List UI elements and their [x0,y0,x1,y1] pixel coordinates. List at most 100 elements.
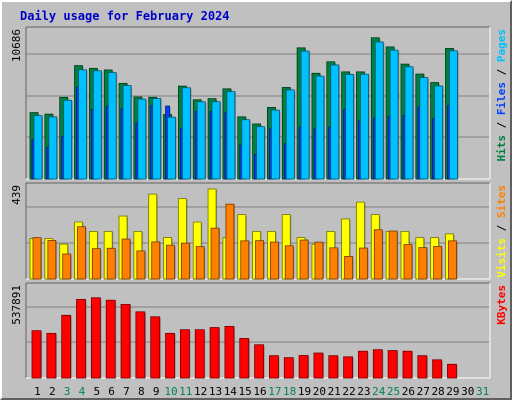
bar-pages-day-9 [152,98,162,180]
bar-kbytes-day-5 [90,297,101,379]
x-tick-label-1: 1 [34,385,41,398]
bar-sites-day-15 [240,240,250,280]
bar-pages-day-23 [360,73,369,180]
x-tick-label-3: 3 [64,385,71,398]
bar-sites-day-16 [255,240,264,280]
x-tick-label-28: 28 [431,385,444,398]
legend-entry: / [495,115,508,135]
x-tick-label-18: 18 [283,385,296,398]
x-tick-label-8: 8 [138,385,145,398]
bar-sites-day-13 [210,227,220,280]
bar-kbytes-day-12 [194,329,205,379]
legend-entry: Visits [495,238,508,278]
legend-visits_sites: Visits / Sites [495,185,508,278]
x-tick-label-4: 4 [79,385,86,398]
bar-sites-day-18 [284,245,294,280]
bar-sites-day-2 [47,240,57,280]
legend-entry: / [495,218,508,238]
legend-entry: Pages [495,29,508,62]
bar-sites-day-28 [433,246,443,280]
bar-pages-day-20 [315,75,325,180]
bar-sites-day-25 [388,230,398,280]
bar-pages-day-11 [181,87,191,180]
y-max-label-hits_files_pages: 10686 [10,29,23,62]
bar-pages-day-3 [63,99,73,180]
bar-kbytes-day-14 [224,325,235,379]
bar-kbytes-day-22 [343,356,354,379]
x-tick-label-13: 13 [209,385,222,398]
x-tick-label-29: 29 [446,385,459,398]
x-tick-label-9: 9 [153,385,160,398]
bar-kbytes-day-6 [105,299,116,379]
bar-pages-day-22 [345,74,355,180]
x-tick-label-10: 10 [164,385,177,398]
bar-pages-day-4 [78,69,87,180]
x-tick-label-27: 27 [417,385,430,398]
bar-pages-day-13 [211,101,221,180]
bar-pages-day-21 [330,64,340,180]
bar-sites-day-5 [91,248,101,280]
bar-pages-day-7 [122,85,132,180]
x-tick-label-2: 2 [49,385,56,398]
bar-kbytes-day-26 [402,350,413,379]
bar-sites-day-22 [344,256,354,280]
bar-sites-day-24 [373,229,383,280]
bar-kbytes-day-17 [269,355,279,379]
bar-kbytes-day-27 [417,355,428,379]
x-tick-label-30: 30 [461,385,474,398]
bar-kbytes-day-1 [31,330,42,379]
bar-pages-day-5 [92,70,102,180]
bar-kbytes-day-2 [46,332,57,379]
legend-entry: Hits [495,135,508,162]
x-tick-label-6: 6 [108,385,115,398]
bar-sites-day-8 [136,250,146,280]
y-max-label-visits_sites: 439 [10,185,23,205]
legend-entry: / [495,62,508,82]
bar-sites-day-29 [448,240,457,280]
bar-kbytes-day-25 [387,350,398,379]
bar-kbytes-day-28 [432,359,443,379]
chart-title: Daily usage for February 2024 [20,9,230,23]
bar-kbytes-day-13 [209,327,220,379]
bar-sites-day-3 [62,253,72,280]
bar-pages-day-14 [226,91,236,180]
bar-pages-day-6 [107,72,117,180]
bar-kbytes-day-11 [179,329,190,379]
bar-kbytes-day-15 [239,338,250,379]
bar-sites-day-1 [32,237,42,280]
bar-pages-day-12 [196,101,206,180]
bar-sites-day-26 [403,244,413,280]
bar-kbytes-day-3 [61,314,72,379]
bar-pages-day-1 [33,115,43,180]
x-tick-label-26: 26 [402,385,415,398]
bar-kbytes-day-21 [328,355,339,379]
x-tick-label-21: 21 [328,385,341,398]
x-tick-label-11: 11 [179,385,192,398]
bar-pages-day-15 [241,119,251,180]
bar-pages-day-19 [300,50,310,180]
x-tick-label-31: 31 [476,385,489,398]
bar-kbytes-day-7 [120,303,131,379]
bar-sites-day-6 [106,247,116,280]
bar-sites-day-12 [195,246,205,280]
x-tick-label-12: 12 [194,385,207,398]
x-tick-label-16: 16 [253,385,266,398]
bar-kbytes-day-9 [150,316,161,379]
bar-kbytes-day-23 [358,350,368,379]
bar-sites-day-4 [77,226,86,280]
bar-pages-day-8 [137,98,147,180]
bar-kbytes-day-4 [76,299,86,379]
bar-sites-day-20 [314,241,324,280]
bar-pages-day-28 [434,85,444,180]
x-tick-label-23: 23 [357,385,370,398]
bar-sites-day-27 [418,247,428,280]
bar-kbytes-day-16 [254,344,264,379]
x-tick-label-20: 20 [313,385,326,398]
x-tick-label-19: 19 [298,385,311,398]
bar-kbytes-day-19 [298,355,309,379]
bar-sites-day-19 [299,239,309,280]
bar-pages-day-18 [285,89,295,180]
x-tick-label-14: 14 [224,385,238,398]
bar-pages-day-29 [449,50,458,180]
bar-pages-day-2 [48,116,58,180]
